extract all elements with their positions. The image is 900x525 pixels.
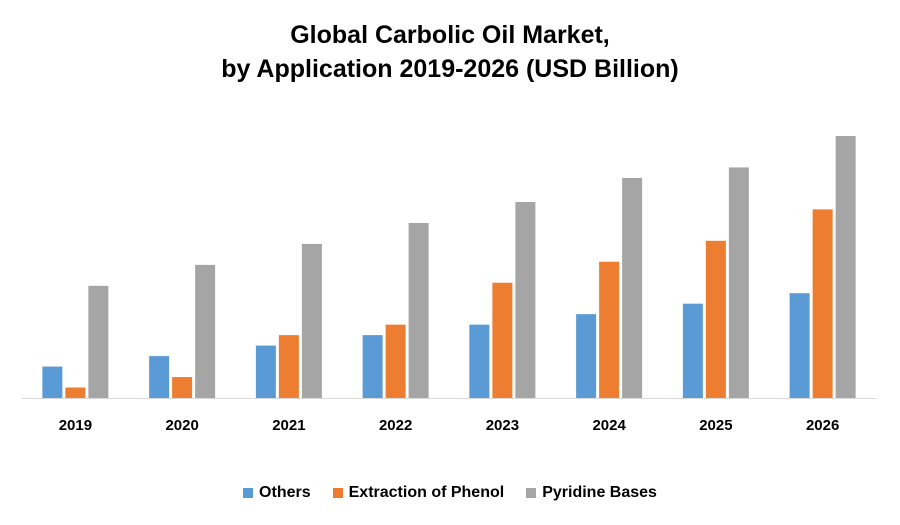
legend-swatch-pyridine-bases xyxy=(526,488,537,498)
legend-label-others: Others xyxy=(259,484,311,501)
chart-title-line-1: Global Carbolic Oil Market, xyxy=(290,21,610,49)
bar-others-2022 xyxy=(362,335,383,398)
legend-label-pyridine-bases: Pyridine Bases xyxy=(542,484,657,501)
legend-swatch-others xyxy=(243,488,254,498)
chart-title-line-2: by Application 2019-2026 (USD Billion) xyxy=(221,55,679,83)
legend-item-pyridine-bases: Pyridine Bases xyxy=(526,484,657,502)
bar-others-2025 xyxy=(682,303,703,398)
bar-extraction-of-phenol-2025 xyxy=(705,240,726,398)
legend: Others Extraction of Phenol Pyridine Bas… xyxy=(0,484,900,502)
x-tick-label-2022: 2022 xyxy=(379,417,412,434)
x-tick-label-2019: 2019 xyxy=(59,417,92,434)
x-tick-label-2025: 2025 xyxy=(699,417,732,434)
bar-extraction-of-phenol-2019 xyxy=(65,387,86,398)
bar-others-2023 xyxy=(469,324,490,398)
bar-pyridine-bases-2019 xyxy=(88,285,109,398)
legend-item-extraction-of-phenol: Extraction of Phenol xyxy=(332,484,505,502)
x-tick-label-2026: 2026 xyxy=(806,417,839,434)
chart-title: Global Carbolic Oil Market, by Applicati… xyxy=(0,18,900,86)
bar-others-2021 xyxy=(255,345,276,398)
legend-swatch-extraction-of-phenol xyxy=(332,488,343,498)
bar-pyridine-bases-2023 xyxy=(515,202,536,398)
bar-pyridine-bases-2025 xyxy=(728,167,749,398)
legend-item-others: Others xyxy=(243,484,311,502)
bar-others-2020 xyxy=(149,356,170,398)
x-tick-label-2024: 2024 xyxy=(592,417,626,434)
bar-extraction-of-phenol-2026 xyxy=(812,209,833,398)
bar-pyridine-bases-2024 xyxy=(622,177,643,398)
x-tick-label-2021: 2021 xyxy=(272,417,305,434)
bar-extraction-of-phenol-2024 xyxy=(599,261,620,398)
bar-extraction-of-phenol-2023 xyxy=(492,282,513,398)
bar-extraction-of-phenol-2020 xyxy=(172,377,193,398)
bar-others-2019 xyxy=(42,366,63,398)
x-tick-label-2020: 2020 xyxy=(165,417,198,434)
bar-pyridine-bases-2026 xyxy=(835,136,856,398)
bar-others-2024 xyxy=(576,314,597,398)
legend-label-extraction-of-phenol: Extraction of Phenol xyxy=(348,484,505,501)
bar-extraction-of-phenol-2022 xyxy=(385,324,406,398)
bar-pyridine-bases-2020 xyxy=(195,264,216,398)
bar-pyridine-bases-2021 xyxy=(301,243,322,398)
x-tick-label-2023: 2023 xyxy=(486,417,519,434)
bar-pyridine-bases-2022 xyxy=(408,222,429,398)
bar-others-2026 xyxy=(789,293,810,398)
bar-extraction-of-phenol-2021 xyxy=(278,335,299,398)
